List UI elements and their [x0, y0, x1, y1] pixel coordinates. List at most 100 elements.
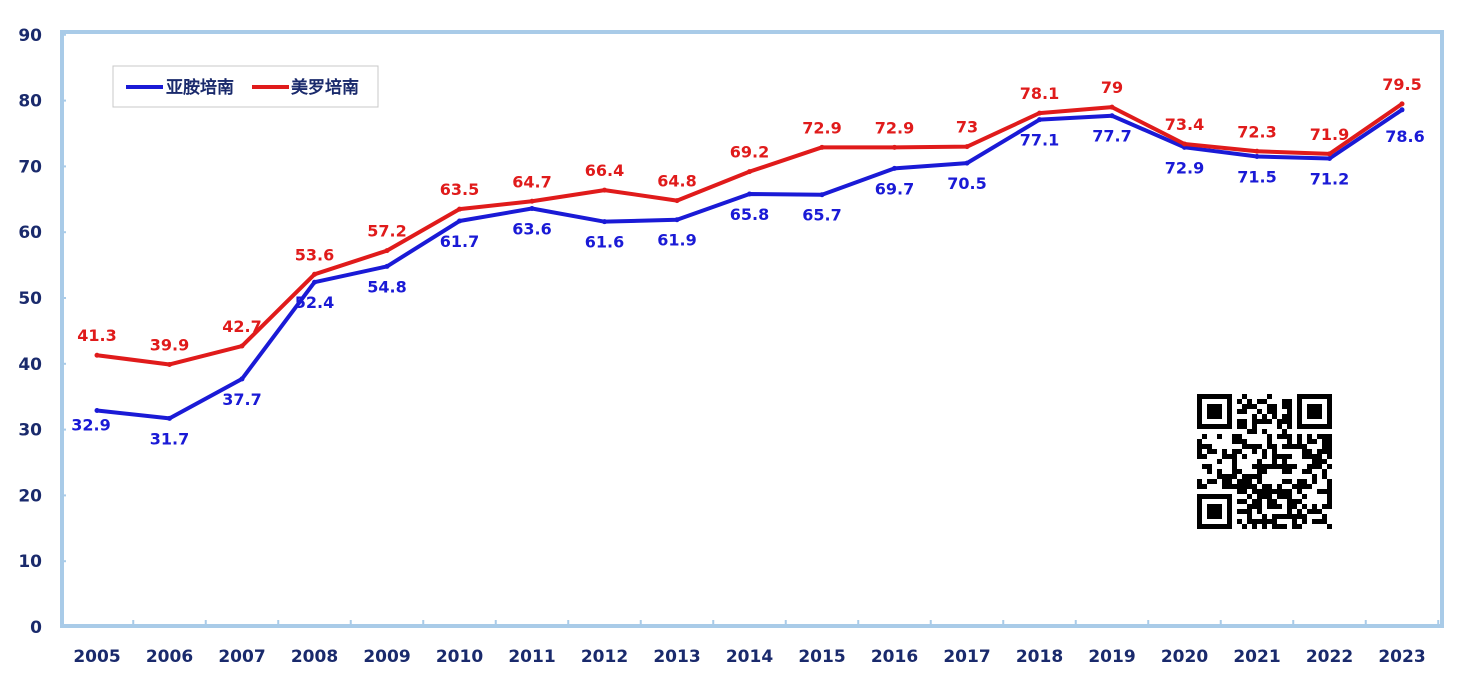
- qr-module: [1277, 484, 1282, 489]
- data-label: 65.7: [802, 206, 841, 225]
- qr-module: [1307, 434, 1312, 439]
- qr-module: [1227, 479, 1232, 484]
- qr-module: [1262, 524, 1267, 529]
- data-point: [602, 187, 607, 193]
- y-tick-label: 40: [18, 355, 42, 375]
- data-label: 41.3: [77, 326, 116, 345]
- series-lines: [94, 101, 1405, 421]
- qr-module: [1237, 519, 1242, 524]
- qr-module: [1292, 504, 1297, 509]
- data-label: 73.4: [1165, 115, 1204, 134]
- qr-module: [1202, 444, 1207, 449]
- qr-module: [1292, 484, 1297, 489]
- x-tick-label: 2023: [1378, 647, 1425, 667]
- qr-module: [1257, 504, 1262, 509]
- qr-module: [1242, 424, 1247, 429]
- data-label: 31.7: [150, 429, 189, 448]
- qr-module: [1252, 484, 1257, 489]
- qr-module: [1272, 414, 1277, 419]
- data-point: [819, 144, 825, 150]
- qr-module: [1257, 464, 1262, 469]
- x-tick-label: 2013: [653, 647, 700, 667]
- qr-module: [1207, 464, 1212, 469]
- qr-module: [1217, 459, 1222, 464]
- qr-module: [1292, 444, 1297, 449]
- qr-module: [1312, 519, 1317, 524]
- qr-module: [1252, 404, 1257, 409]
- qr-module: [1312, 479, 1317, 484]
- qr-module: [1267, 419, 1272, 424]
- qr-module: [1247, 509, 1252, 514]
- qr-module: [1307, 484, 1312, 489]
- qr-module: [1272, 404, 1277, 409]
- qr-module: [1327, 489, 1332, 494]
- qr-module: [1232, 469, 1237, 474]
- qr-module: [1272, 524, 1277, 529]
- qr-module: [1257, 519, 1262, 524]
- qr-module: [1257, 489, 1262, 494]
- qr-module: [1287, 444, 1292, 449]
- x-tick-label: 2006: [146, 647, 193, 667]
- qr-module: [1282, 469, 1287, 474]
- qr-module: [1252, 489, 1257, 494]
- data-point: [602, 219, 607, 225]
- legend: 亚胺培南 美罗培南: [112, 65, 379, 108]
- qr-module: [1262, 464, 1267, 469]
- qr-module: [1307, 454, 1312, 459]
- qr-module: [1262, 469, 1267, 474]
- qr-module: [1247, 474, 1252, 479]
- qr-module: [1252, 504, 1257, 509]
- qr-module: [1327, 449, 1332, 454]
- qr-module: [1257, 399, 1262, 404]
- x-tick-label: 2011: [508, 647, 555, 667]
- x-tick-label: 2018: [1016, 647, 1063, 667]
- qr-module: [1302, 519, 1307, 524]
- data-point: [529, 198, 535, 204]
- data-label: 61.6: [585, 233, 624, 252]
- qr-finder: [1207, 404, 1222, 419]
- qr-module: [1252, 524, 1257, 529]
- qr-module: [1307, 469, 1312, 474]
- qr-module: [1202, 484, 1207, 489]
- qr-module: [1272, 459, 1277, 464]
- qr-module: [1262, 519, 1267, 524]
- qr-module: [1282, 419, 1287, 424]
- qr-module: [1302, 504, 1307, 509]
- qr-module: [1252, 429, 1257, 434]
- qr-module: [1242, 409, 1247, 414]
- qr-module: [1322, 444, 1327, 449]
- data-point: [457, 206, 462, 212]
- qr-module: [1287, 414, 1292, 419]
- qr-module: [1277, 514, 1282, 519]
- qr-module: [1327, 444, 1332, 449]
- qr-module: [1287, 469, 1292, 474]
- y-tick-label: 90: [18, 26, 42, 46]
- data-label: 42.7: [222, 317, 261, 336]
- qr-module: [1292, 499, 1297, 504]
- qr-module: [1232, 464, 1237, 469]
- qr-module: [1322, 474, 1327, 479]
- qr-module: [1287, 439, 1292, 444]
- qr-module: [1282, 489, 1287, 494]
- qr-module: [1212, 479, 1217, 484]
- data-label: 61.9: [657, 231, 696, 250]
- qr-module: [1232, 449, 1237, 454]
- qr-module: [1237, 449, 1242, 454]
- qr-module: [1257, 444, 1262, 449]
- qr-module: [1287, 409, 1292, 414]
- data-labels: 32.9 31.7 37.7 52.4 54.8 61.7 63.6 61.6 61.9 65.8…: [71, 75, 1424, 449]
- qr-module: [1257, 459, 1262, 464]
- legend-label-meropenem: 美罗培南: [291, 77, 359, 98]
- data-label: 64.7: [512, 172, 551, 191]
- data-point: [312, 271, 317, 277]
- qr-module: [1317, 519, 1322, 524]
- qr-module: [1242, 454, 1247, 459]
- qr-module: [1252, 414, 1257, 419]
- x-tick-label: 2005: [73, 647, 120, 667]
- qr-module: [1282, 464, 1287, 469]
- qr-module: [1247, 514, 1252, 519]
- qr-module: [1257, 419, 1262, 424]
- y-axis: 0 10 20 30 40 50 60 70 80 90: [18, 26, 66, 638]
- data-point: [747, 169, 752, 175]
- qr-module: [1242, 394, 1247, 399]
